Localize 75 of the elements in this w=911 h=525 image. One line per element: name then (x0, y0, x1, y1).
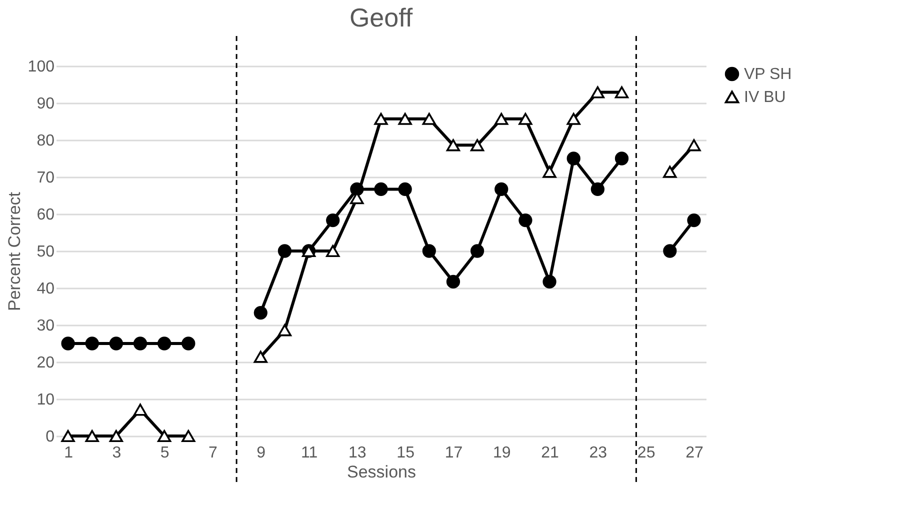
point (278, 244, 292, 258)
point (566, 152, 580, 166)
y-tick-label: 20 (36, 354, 55, 372)
point (374, 112, 388, 125)
point (470, 244, 484, 258)
point (663, 244, 677, 258)
point (109, 430, 123, 442)
x-tick-label: 1 (64, 444, 74, 462)
point (663, 166, 677, 178)
x-tick-label: 13 (348, 444, 366, 462)
y-tick-label: 80 (36, 132, 55, 150)
y-tick-label: 0 (46, 428, 55, 446)
point (590, 86, 604, 98)
x-tick-label: 9 (256, 444, 266, 462)
point (374, 182, 388, 196)
point (614, 152, 629, 166)
point (518, 112, 532, 125)
point (470, 139, 484, 152)
x-tick-label: 3 (112, 444, 122, 462)
point (614, 86, 629, 98)
x-tick-label: 25 (637, 444, 656, 462)
point (422, 112, 436, 125)
point (85, 336, 99, 350)
point (687, 139, 701, 152)
legend-label: IV BU (744, 89, 786, 106)
y-tick-label: 10 (36, 392, 55, 408)
x-tick-label: 15 (396, 444, 415, 462)
point (254, 306, 268, 320)
point (61, 430, 75, 442)
point (326, 213, 340, 228)
point (446, 139, 460, 152)
x-tick-label: 17 (444, 444, 463, 462)
point (687, 213, 701, 228)
point (590, 182, 604, 196)
point (109, 336, 123, 350)
x-tick-label: 19 (492, 444, 511, 462)
point (182, 430, 196, 442)
point (398, 112, 412, 125)
y-tick-label: 70 (36, 170, 55, 186)
point (566, 112, 580, 125)
y-tick-label: 100 (28, 58, 55, 76)
point (158, 430, 172, 442)
point (398, 182, 412, 196)
point (133, 404, 148, 416)
point (422, 244, 436, 258)
point (133, 336, 148, 350)
y-tick-label: 40 (36, 280, 55, 298)
point (326, 244, 340, 258)
legend-label: VP SH (744, 66, 792, 83)
point (518, 213, 532, 228)
point (446, 274, 460, 289)
x-tick-label: 11 (300, 444, 318, 462)
point (158, 336, 172, 350)
y-tick-label: 60 (36, 206, 55, 224)
x-tick-label: 5 (160, 444, 170, 462)
point (494, 112, 508, 125)
point (350, 182, 364, 196)
point (542, 166, 556, 178)
x-tick-label: 7 (208, 444, 218, 462)
point (278, 324, 292, 336)
y-tick-label: 90 (36, 96, 55, 112)
point (494, 182, 508, 196)
x-tick-label: 21 (541, 444, 560, 462)
point (61, 336, 75, 350)
y-axis-title: Percent Correct (4, 192, 24, 312)
point (85, 430, 99, 442)
y-tick-label: 50 (36, 244, 55, 260)
chart-title: Geoff (349, 2, 414, 32)
x-axis-title: Sessions (347, 462, 416, 482)
y-tick-label: 30 (36, 318, 55, 334)
point (182, 336, 196, 350)
x-tick-label: 23 (589, 444, 608, 462)
point (542, 274, 556, 289)
point (254, 350, 268, 363)
x-tick-label: 27 (686, 444, 704, 462)
